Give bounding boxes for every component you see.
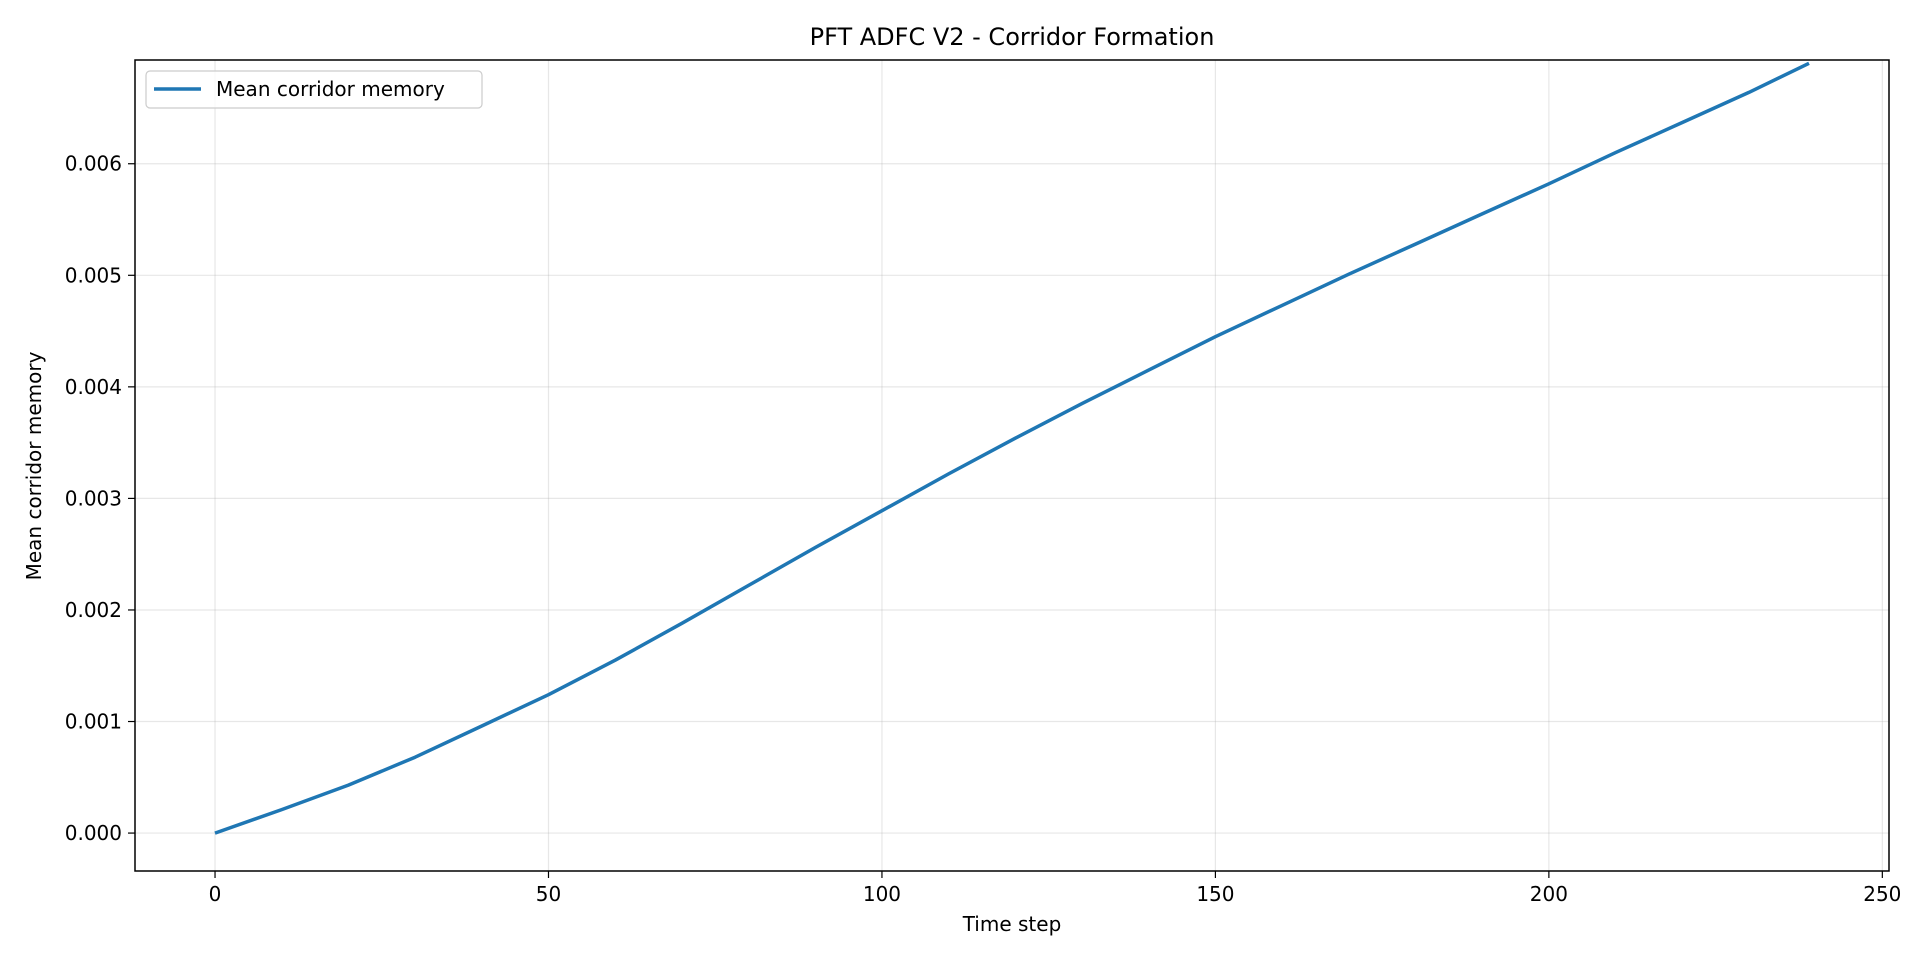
x-tick-label: 200: [1530, 882, 1568, 906]
y-tick-label: 0.000: [65, 821, 122, 845]
y-tick-label: 0.002: [65, 598, 122, 622]
plot-frame: [134, 59, 1890, 872]
series-line-mean-corridor-memory: [214, 61, 1810, 835]
x-tick-label: 100: [863, 882, 901, 906]
y-axis-label: Mean corridor memory: [22, 351, 46, 580]
x-tick-label: 250: [1863, 882, 1901, 906]
x-tick-label: 0: [209, 882, 222, 906]
y-tick-label: 0.004: [65, 375, 122, 399]
legend-label-mean-corridor-memory: Mean corridor memory: [216, 77, 445, 101]
y-tick-label: 0.006: [65, 152, 122, 176]
grid-layer: [135, 60, 1889, 871]
x-tick-label: 150: [1196, 882, 1234, 906]
x-tick-label: 50: [536, 882, 561, 906]
legend: Mean corridor memory: [145, 70, 483, 109]
series-layer: [214, 61, 1810, 835]
chart-title: PFT ADFC V2 - Corridor Formation: [810, 23, 1215, 51]
tick-layer: 0 50 100 150 200 250 0.000 0.001 0.002 0.003 0.004…: [65, 152, 1902, 906]
y-tick-label: 0.001: [65, 710, 122, 734]
legend-box: [145, 70, 483, 109]
y-tick-label: 0.003: [65, 486, 122, 510]
y-tick-label: 0.005: [65, 263, 122, 287]
x-axis-label: Time step: [962, 912, 1062, 936]
